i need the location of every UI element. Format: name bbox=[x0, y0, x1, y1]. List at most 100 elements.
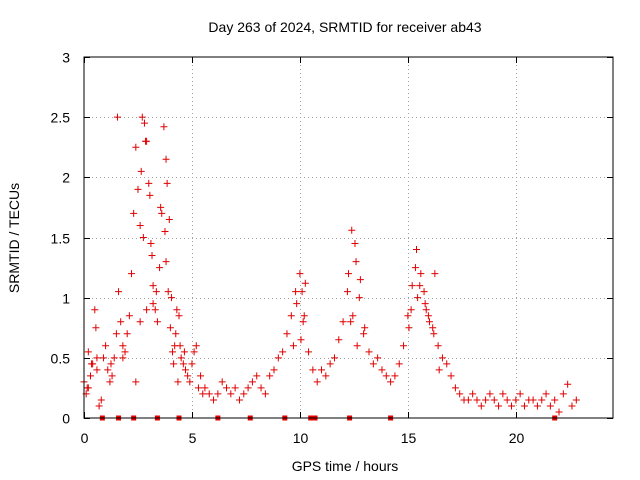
data-point bbox=[422, 306, 430, 314]
data-point bbox=[162, 258, 170, 266]
data-point bbox=[231, 384, 239, 392]
data-point bbox=[477, 402, 485, 410]
data-point bbox=[160, 123, 168, 131]
data-point bbox=[292, 288, 300, 296]
y-tick-label: 1.5 bbox=[51, 231, 71, 247]
data-point bbox=[300, 312, 308, 320]
data-point bbox=[490, 396, 498, 404]
data-point bbox=[335, 336, 343, 344]
data-point bbox=[194, 384, 202, 392]
data-point bbox=[95, 402, 103, 410]
data-point bbox=[313, 378, 321, 386]
data-point bbox=[153, 318, 161, 326]
data-point bbox=[93, 354, 101, 362]
data-point bbox=[188, 360, 196, 368]
data-point bbox=[167, 294, 175, 302]
data-point bbox=[161, 227, 169, 235]
data-point bbox=[227, 390, 235, 398]
data-point bbox=[351, 240, 359, 248]
data-point bbox=[146, 191, 154, 199]
data-point bbox=[132, 378, 140, 386]
data-point bbox=[106, 378, 114, 386]
data-point bbox=[235, 396, 243, 404]
data-point bbox=[181, 366, 189, 374]
data-point bbox=[192, 342, 200, 350]
data-point bbox=[165, 215, 173, 223]
data-point bbox=[508, 402, 516, 410]
data-point bbox=[469, 390, 477, 398]
plot-frame bbox=[83, 56, 614, 419]
x-tick-label: 15 bbox=[401, 430, 417, 446]
y-tick-label: 0 bbox=[62, 411, 70, 427]
data-point bbox=[152, 288, 160, 296]
data-point bbox=[533, 402, 541, 410]
data-point bbox=[322, 372, 330, 380]
data-point bbox=[421, 300, 429, 308]
data-point bbox=[214, 390, 222, 398]
data-point bbox=[503, 396, 511, 404]
data-point bbox=[84, 348, 92, 356]
data-points bbox=[80, 113, 580, 421]
data-point bbox=[164, 288, 172, 296]
data-point bbox=[404, 312, 412, 320]
data-point bbox=[529, 396, 537, 404]
data-point bbox=[356, 276, 364, 284]
data-point bbox=[305, 348, 313, 356]
data-point bbox=[495, 402, 503, 410]
data-point bbox=[520, 402, 528, 410]
data-point bbox=[420, 288, 428, 296]
data-point bbox=[391, 372, 399, 380]
data-point bbox=[136, 318, 144, 326]
data-point bbox=[257, 384, 265, 392]
data-point bbox=[378, 366, 386, 374]
data-point bbox=[132, 143, 140, 151]
data-point bbox=[112, 330, 120, 338]
data-point bbox=[387, 378, 395, 386]
data-point bbox=[298, 288, 306, 296]
grid-lines bbox=[84, 57, 613, 418]
x-tick-label: 20 bbox=[509, 430, 525, 446]
data-point bbox=[430, 330, 438, 338]
data-point bbox=[542, 390, 550, 398]
data-point bbox=[91, 306, 99, 314]
axis-ticks bbox=[84, 57, 613, 419]
data-point bbox=[176, 342, 184, 350]
x-tick-label: 5 bbox=[189, 430, 197, 446]
data-point bbox=[137, 167, 145, 175]
data-point bbox=[110, 354, 118, 362]
data-point bbox=[123, 330, 131, 338]
data-point bbox=[121, 348, 129, 356]
data-point bbox=[175, 312, 183, 320]
data-point bbox=[125, 312, 133, 320]
data-point bbox=[86, 372, 94, 380]
data-point bbox=[145, 179, 153, 187]
data-point bbox=[568, 402, 576, 410]
data-point bbox=[210, 396, 218, 404]
chart-title: Day 263 of 2024, SRMTID for receiver ab4… bbox=[208, 19, 481, 35]
data-point bbox=[293, 300, 301, 308]
data-point bbox=[339, 318, 347, 326]
data-point bbox=[435, 366, 443, 374]
data-point bbox=[374, 354, 382, 362]
data-point bbox=[170, 360, 178, 368]
data-point bbox=[158, 209, 166, 217]
data-point bbox=[83, 384, 91, 392]
data-point bbox=[538, 396, 546, 404]
data-point bbox=[349, 312, 357, 320]
data-point bbox=[119, 342, 127, 350]
data-point bbox=[326, 360, 334, 368]
data-point bbox=[266, 372, 274, 380]
data-point bbox=[99, 354, 107, 362]
data-point bbox=[451, 384, 459, 392]
data-point bbox=[97, 396, 105, 404]
data-point bbox=[130, 209, 138, 217]
data-point bbox=[119, 354, 127, 362]
data-point bbox=[184, 372, 192, 380]
data-point bbox=[309, 366, 317, 374]
data-point bbox=[407, 306, 415, 314]
data-point bbox=[199, 390, 207, 398]
data-point bbox=[180, 348, 188, 356]
data-point bbox=[512, 396, 520, 404]
data-point bbox=[166, 324, 174, 332]
